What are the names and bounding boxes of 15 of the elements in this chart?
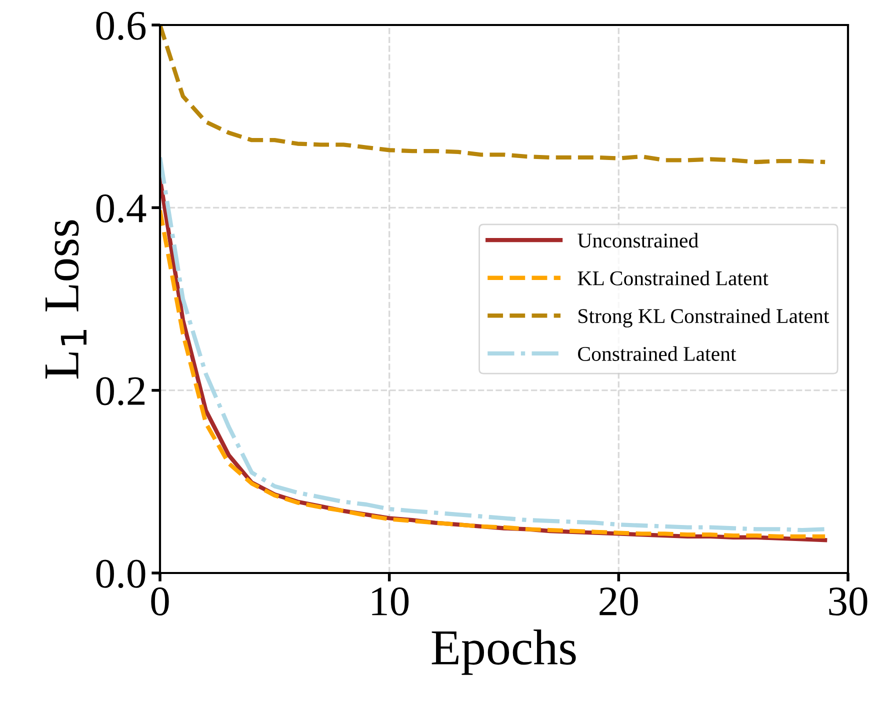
x-tick-label: 0 [151, 587, 169, 616]
line-series [160, 25, 828, 164]
x-tick-label: 30 [829, 587, 868, 616]
y-tick-label: 0.0 [96, 560, 146, 588]
legend-label: Strong KL Constrained Latent [578, 308, 830, 328]
y-tick-label: 0.6 [96, 12, 146, 40]
x-tick-label: 10 [372, 587, 409, 616]
x-axis-title: Epochs [432, 630, 576, 675]
legend-label: Constrained Latent [578, 346, 736, 361]
y-axis-title: L$_{1}$ Loss [46, 220, 86, 379]
legend-label: Unconstrained [578, 232, 698, 248]
y-tick-label: 0.2 [96, 377, 145, 406]
x-tick-label: 20 [600, 587, 638, 616]
legend-label: KL Constrained Latent [578, 270, 768, 286]
y-tick-label: 0.4 [96, 194, 146, 223]
